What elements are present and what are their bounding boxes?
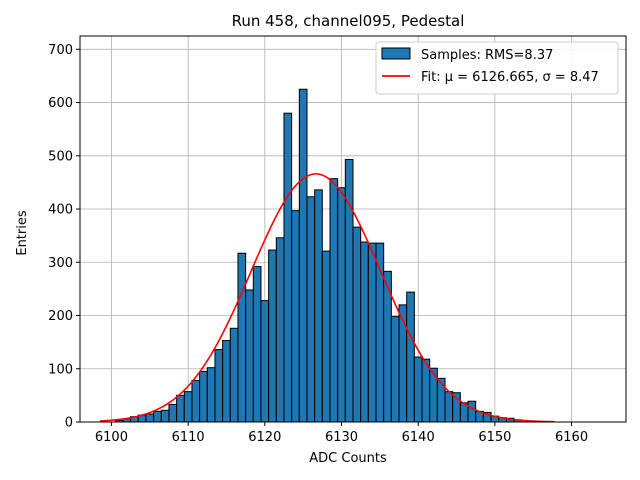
x-tick-label: 6100 — [95, 430, 128, 445]
y-tick-label: 700 — [48, 43, 73, 58]
histogram-bar — [360, 241, 369, 423]
histogram-bar — [291, 210, 300, 423]
histogram-bar — [314, 189, 323, 423]
y-tick-label: 300 — [48, 256, 73, 271]
legend-fit-label: Fit: μ = 6126.665, σ = 8.47 — [421, 70, 599, 85]
histogram-bar — [390, 316, 400, 423]
y-axis-ticks: 0 100 200 300 400 500 600 700 — [48, 43, 80, 431]
y-tick-label: 600 — [48, 96, 73, 111]
histogram-bar — [206, 367, 216, 423]
x-tick-label: 6160 — [555, 430, 588, 445]
histogram-bar — [214, 349, 224, 423]
histogram-bar — [436, 377, 446, 423]
x-tick-label: 6120 — [248, 430, 281, 445]
histogram-bar — [183, 391, 193, 423]
legend-samples-label: Samples: RMS=8.37 — [421, 48, 553, 63]
histogram-bar — [452, 392, 461, 423]
histogram-bar — [306, 196, 316, 423]
histogram-bar — [260, 300, 270, 423]
legend-bars-swatch — [381, 47, 411, 60]
y-tick-label: 400 — [48, 203, 73, 218]
histogram-bar — [268, 249, 277, 423]
histogram-bar — [222, 340, 231, 423]
histogram-bar — [245, 289, 254, 423]
y-tick-label: 500 — [48, 149, 73, 164]
histogram-bar — [352, 226, 362, 423]
chart-title: Run 458, channel095, Pedestal — [232, 12, 465, 30]
histogram-bar — [176, 394, 185, 423]
x-axis-ticks: 6100 6110 6120 6130 6140 6150 6160 — [95, 422, 588, 445]
y-tick-label: 0 — [65, 416, 73, 431]
y-tick-label: 100 — [48, 362, 73, 377]
histogram-bar — [145, 413, 155, 423]
histogram-bar — [337, 187, 346, 423]
histogram-bar — [329, 178, 339, 423]
histogram-bar — [191, 379, 201, 423]
histogram-bar — [444, 391, 454, 423]
x-tick-label: 6130 — [325, 430, 358, 445]
legend: Samples: RMS=8.37 Fit: μ = 6126.665, σ =… — [375, 41, 619, 95]
y-axis-label: Entries — [15, 210, 30, 256]
legend-box — [375, 41, 619, 95]
histogram-bar — [275, 237, 285, 423]
histogram-bar — [321, 250, 331, 423]
histogram-bar — [160, 409, 170, 423]
histogram-bar — [283, 112, 293, 423]
x-axis-label: ADC Counts — [309, 451, 387, 466]
x-tick-label: 6140 — [402, 430, 435, 445]
histogram-bar — [168, 403, 178, 423]
y-tick-label: 200 — [48, 309, 73, 324]
histogram-bar — [367, 242, 377, 423]
x-tick-label: 6110 — [172, 430, 205, 445]
histogram-bar — [252, 266, 262, 423]
histogram-bar — [298, 88, 308, 423]
histogram-bar — [153, 410, 162, 423]
histogram-bar — [406, 291, 415, 423]
histogram-bar — [237, 252, 247, 423]
histogram-bar — [413, 356, 423, 423]
plot-area-frame — [79, 35, 627, 423]
gaussian-fit-line — [99, 173, 555, 423]
x-tick-label: 6150 — [478, 430, 511, 445]
histogram-bar — [467, 400, 477, 423]
histogram-bar — [199, 370, 208, 423]
histogram-bar — [229, 327, 239, 423]
histogram-bar — [421, 358, 431, 423]
